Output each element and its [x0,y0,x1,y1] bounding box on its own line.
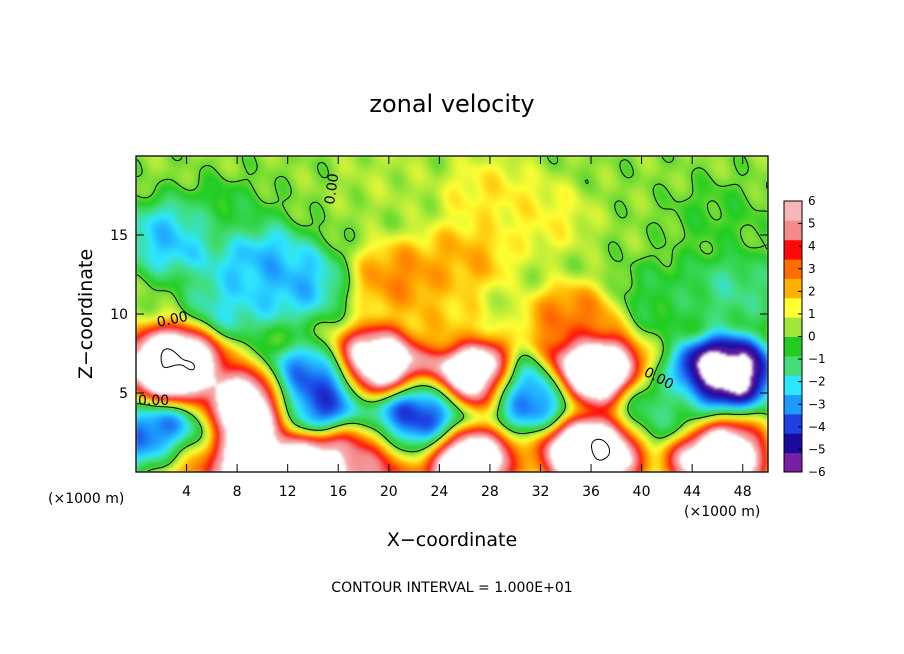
y-axis-ticks: 5 10 15 [110,228,768,402]
x-tick-label: 40 [633,484,651,500]
contour-lines [136,156,768,472]
contour-interval-note: CONTOUR INTERVAL = 1.000E+01 [331,580,572,596]
heatmap-field [136,156,768,472]
y-tick-label: 15 [110,228,128,244]
colorbar-band [784,336,802,357]
contour-line [160,348,611,461]
colorbar-band [784,239,802,260]
colorbar-band [784,201,802,221]
colorbar-tick-label: −4 [808,420,826,434]
colorbar-tick-label: −3 [808,397,826,411]
colorbar-tick-label: 1 [808,307,816,321]
x-tick-label: 36 [582,484,600,500]
chart-title: zonal velocity [369,90,534,118]
y-tick-label: 5 [119,386,128,402]
colorbar-tick-label: −5 [808,442,826,456]
contour-line [136,156,768,472]
colorbar-band [784,394,802,415]
colorbar-band [784,433,802,454]
colorbar-tick-label: −2 [808,375,826,389]
colorbar-band [784,259,802,279]
colorbar-tick-label: −1 [808,352,826,366]
x-tick-label: 16 [329,484,347,500]
x-axis-ticks: 4 8 12 16 20 24 28 32 36 40 44 48 [182,156,752,500]
x-tick-label: 8 [233,484,242,500]
colorbar-tick-label: 4 [808,239,816,253]
x-tick-label: 32 [532,484,550,500]
colorbar-band [784,452,802,473]
colorbar-tick-label: 5 [808,217,816,231]
x-tick-label: 20 [380,484,398,500]
colorbar-tick-label: −6 [808,465,826,479]
colorbar-tick-label: 2 [808,284,816,298]
x-tick-label: 44 [683,484,701,500]
contour-label: 0.00 [138,393,169,409]
colorbar-band [784,278,802,299]
y-axis-label: Z−coordinate [75,249,97,379]
colorbar: 6 5 4 3 2 1 0 −1 −2 −3 −4 −5 −6 [783,194,826,479]
colorbar-tick-label: 0 [808,330,816,344]
x-tick-label: 4 [182,484,191,500]
x-tick-label: 28 [481,484,499,500]
contour-label: 0.00 [322,172,342,205]
contour-label: 0.00 [156,309,190,331]
x-axis-label: X−coordinate [387,529,517,551]
colorbar-band [784,297,802,318]
colorbar-tick-label: 3 [808,262,816,276]
x-tick-label: 24 [430,484,448,500]
colorbar-band [784,355,802,376]
colorbar-band [784,413,802,434]
colorbar-band [784,317,802,337]
y-tick-label: 10 [110,307,128,323]
x-unit-right: (×1000 m) [684,504,760,520]
colorbar-band [784,375,802,396]
x-unit-left: (×1000 m) [48,491,124,507]
colorbar-band [784,220,802,241]
colorbar-tick-label: 6 [808,194,816,208]
x-tick-label: 12 [279,484,297,500]
x-tick-label: 48 [734,484,752,500]
